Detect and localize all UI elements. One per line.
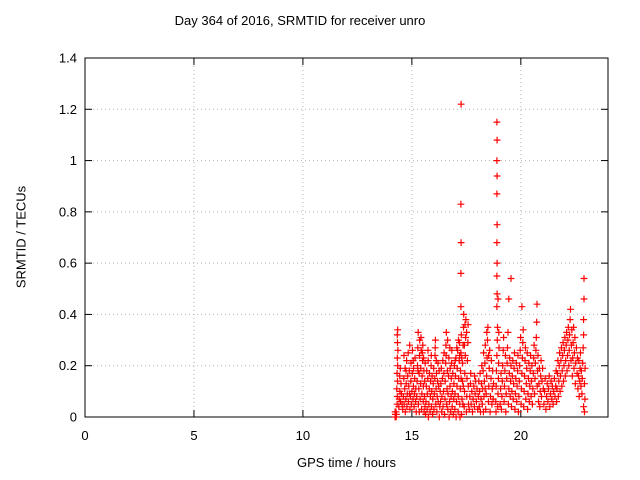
y-tick-label: 0.2 <box>59 358 77 373</box>
data-points-srmtid <box>391 100 589 421</box>
chart-title: Day 364 of 2016, SRMTID for receiver unr… <box>174 13 426 28</box>
x-axis-label: GPS time / hours <box>297 455 396 470</box>
y-tick-label: 0.6 <box>59 256 77 271</box>
y-tick-label: 0 <box>70 410 77 425</box>
x-tick-label: 15 <box>405 428 419 443</box>
x-tick-label: 5 <box>190 428 197 443</box>
y-tick-label: 0.4 <box>59 307 77 322</box>
x-tick-label: 0 <box>81 428 88 443</box>
x-tick-label: 10 <box>296 428 310 443</box>
x-tick-label: 20 <box>514 428 528 443</box>
y-tick-label: 1.4 <box>59 51 77 66</box>
y-tick-label: 1 <box>70 153 77 168</box>
y-axis-label: SRMTID / TECUs <box>13 185 29 289</box>
plot-border <box>84 57 609 418</box>
y-tick-label: 1.2 <box>59 102 77 117</box>
y-tick-label: 0.8 <box>59 204 77 219</box>
